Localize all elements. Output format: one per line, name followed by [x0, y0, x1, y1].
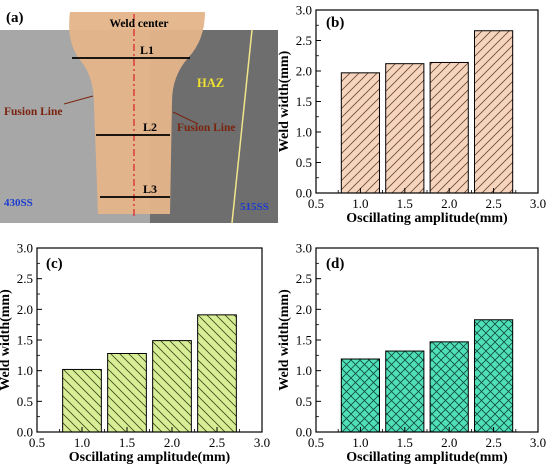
fusion-line-right-label: Fusion Line — [177, 122, 235, 134]
y-tick-label: 2.5 — [296, 271, 312, 286]
fusion-line-left-pointer — [63, 95, 94, 105]
x-tick-label: 1.5 — [397, 435, 413, 450]
bar-2 — [152, 340, 192, 433]
x-tick-label: 0.5 — [29, 435, 45, 450]
y-tick-label: 2.0 — [17, 302, 33, 317]
bar-0 — [62, 368, 102, 433]
panel-label: (c) — [46, 256, 63, 272]
panel-label: (b) — [326, 15, 344, 31]
bar-3 — [474, 30, 514, 194]
x-tick-label: 1.5 — [397, 196, 413, 211]
bar-3 — [474, 319, 514, 433]
x-tick-label: 2.0 — [441, 196, 457, 211]
y-tick-label: 0.5 — [296, 155, 312, 170]
l2-label: L2 — [143, 120, 157, 134]
y-tick-label: 1.0 — [296, 125, 312, 140]
l1-label: L1 — [140, 43, 154, 57]
y-tick-label: 3.0 — [17, 241, 33, 256]
y-tick-label: 1.0 — [17, 363, 33, 378]
y-tick-label: 1.5 — [296, 333, 312, 348]
y-tick-label: 1.5 — [296, 94, 312, 109]
bar-2 — [429, 341, 469, 433]
bar-1 — [107, 352, 147, 433]
weld-center-label: Weld center — [109, 18, 168, 30]
x-tick-label: 2.0 — [164, 435, 180, 450]
x-axis-title: Oscillating amplitude(mm) — [346, 450, 508, 465]
y-tick-label: 2.0 — [296, 64, 312, 79]
y-axis-title: Weld width(mm) — [277, 289, 292, 391]
x-tick-label: 1.5 — [119, 435, 135, 450]
l3-label: L3 — [143, 182, 157, 196]
chart-b: 0.00.51.01.52.02.53.00.5 1.0 1.5 2.0 2.5 3.0O… — [277, 3, 546, 227]
bar-1 — [385, 350, 425, 433]
x-tick-label: 2.5 — [485, 196, 501, 211]
y-axis-title: Weld width(mm) — [277, 50, 292, 152]
y-tick-label: 1.5 — [17, 333, 33, 348]
x-tick-label: 2.0 — [441, 435, 457, 450]
haz-boundary-line — [231, 29, 253, 224]
panel-a-label: (a) — [6, 10, 24, 26]
y-tick-label: 0.0 — [17, 425, 33, 440]
y-axis-title: Weld width(mm) — [0, 289, 13, 391]
weld-bead — [69, 12, 205, 214]
x-tick-label: 1.0 — [352, 435, 368, 450]
x-axis-title: Oscillating amplitude(mm) — [346, 211, 508, 226]
fusion-line-left-label: Fusion Line — [4, 106, 62, 118]
chart-c: 0.00.51.01.52.02.53.00.5 1.0 1.5 2.0 2.5 3.0O… — [0, 241, 270, 466]
y-tick-label: 0.5 — [17, 394, 33, 409]
x-tick-label: 3.0 — [530, 196, 546, 211]
y-tick-label: 2.5 — [17, 271, 33, 286]
fusion-line-right-pointer — [172, 111, 199, 125]
bar-2 — [429, 61, 469, 194]
haz-label: HAZ — [197, 76, 224, 90]
chart-d: 0.00.51.01.52.02.53.00.5 1.0 1.5 2.0 2.5 3.0O… — [277, 241, 546, 466]
x-axis-title: Oscillating amplitude(mm) — [69, 450, 231, 465]
right-material-label: 515SS — [240, 201, 269, 213]
y-tick-label: 1.0 — [296, 363, 312, 378]
x-tick-label: 1.0 — [74, 435, 90, 450]
panel-label: (d) — [326, 256, 344, 272]
bar-0 — [340, 358, 380, 433]
x-tick-label: 0.5 — [308, 196, 324, 211]
bar-0 — [340, 72, 380, 194]
x-tick-label: 3.0 — [530, 435, 546, 450]
panel-a: (a) Weld center L1 L2 L3 HAZ Fusion Line… — [0, 10, 278, 224]
bar-3 — [197, 314, 237, 433]
y-tick-label: 0.0 — [296, 425, 312, 440]
x-tick-label: 3.0 — [254, 435, 270, 450]
y-tick-label: 0.5 — [296, 394, 312, 409]
x-tick-label: 1.0 — [352, 196, 368, 211]
x-tick-label: 0.5 — [308, 435, 324, 450]
y-tick-label: 0.0 — [296, 186, 312, 201]
y-tick-label: 3.0 — [296, 241, 312, 256]
bar-1 — [385, 63, 425, 194]
x-tick-label: 2.5 — [209, 435, 225, 450]
x-tick-label: 2.5 — [485, 435, 501, 450]
y-tick-label: 3.0 — [296, 3, 312, 18]
y-tick-label: 2.0 — [296, 302, 312, 317]
y-tick-label: 2.5 — [296, 33, 312, 48]
left-material-label: 430SS — [4, 197, 33, 209]
